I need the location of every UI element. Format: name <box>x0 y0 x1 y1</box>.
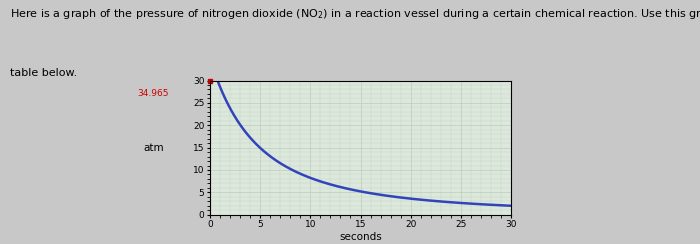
Text: Here is a graph of the pressure of nitrogen dioxide $\left(\mathrm{NO_2}\right)$: Here is a graph of the pressure of nitro… <box>10 7 700 21</box>
Text: atm: atm <box>144 143 164 152</box>
Text: 34.965: 34.965 <box>136 89 168 98</box>
X-axis label: seconds: seconds <box>339 232 382 242</box>
Text: table below.: table below. <box>10 68 78 78</box>
